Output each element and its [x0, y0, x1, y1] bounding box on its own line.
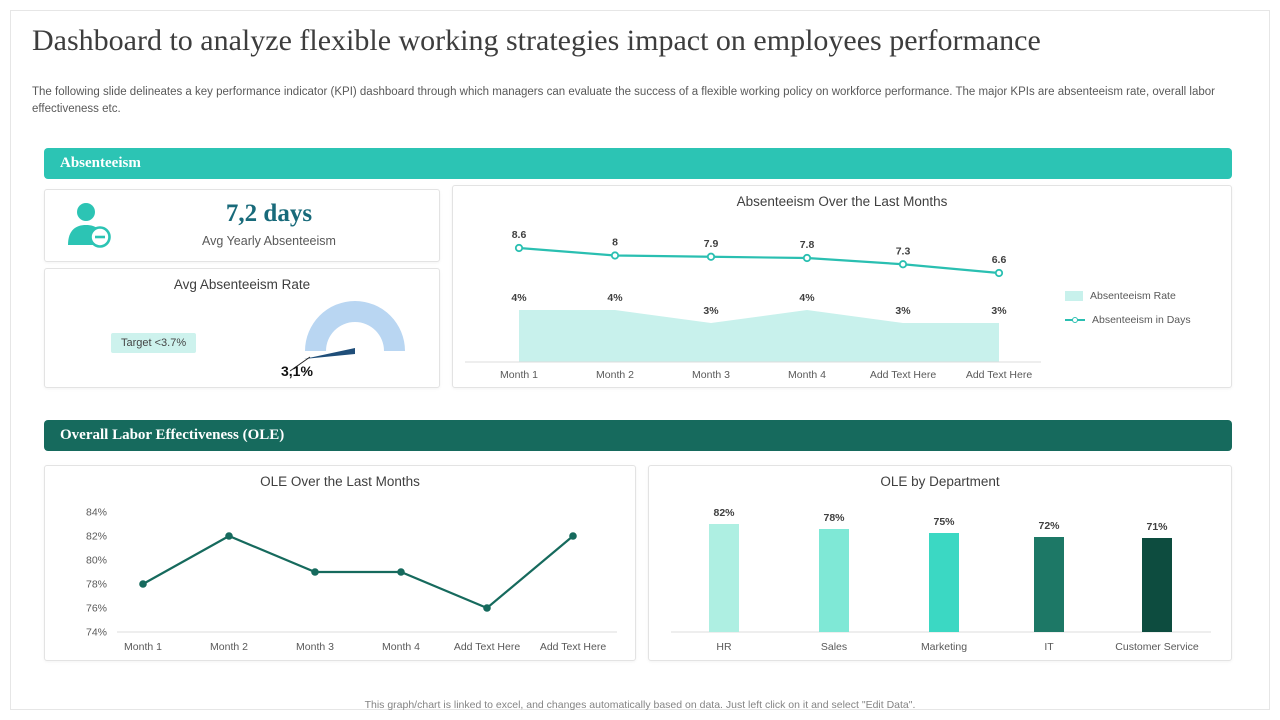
rate-value-label: 4%	[511, 292, 527, 304]
bar-hr	[709, 524, 739, 632]
bar-value-label: 78%	[823, 512, 845, 524]
ole-bar-chart-title: OLE by Department	[880, 474, 1000, 489]
x-axis-label: Add Text Here	[870, 369, 937, 381]
x-axis-label: IT	[1044, 641, 1054, 653]
bar-customer-service	[1142, 538, 1172, 632]
ole-marker	[225, 532, 233, 540]
days-marker	[610, 251, 620, 260]
days-marker	[802, 253, 812, 263]
x-axis-label: Month 2	[596, 369, 634, 381]
ole-line-chart[interactable]: 84% 82% 80% 78% 76% 74% Month 1 Month 2 Month 3 M…	[51, 494, 631, 654]
gauge-value-label: 3,1%	[281, 363, 313, 379]
absenteeism-combo-chart[interactable]: 8.6 4% Month 1 8 4% Month 2 7.9 3% Month 3 7.8 4% M…	[459, 214, 1059, 384]
days-value-label: 7.3	[896, 245, 911, 257]
ole-bar-chart[interactable]: 82% HR 78% Sales 75% Marketing 72% IT 71% Custome…	[655, 494, 1227, 654]
x-axis-label: Month 1	[500, 369, 538, 381]
y-axis-label: 80%	[86, 555, 107, 567]
rate-area-series	[519, 310, 999, 362]
days-marker	[706, 252, 716, 261]
page-title: Dashboard to analyze flexible working st…	[32, 24, 1041, 57]
x-axis-label: Customer Service	[1115, 641, 1199, 653]
bar-sales	[819, 529, 849, 632]
rate-value-label: 3%	[895, 305, 911, 317]
x-axis-label: Add Text Here	[454, 641, 521, 653]
kpi-value: 7,2 days	[225, 200, 313, 227]
x-axis-label: Marketing	[921, 641, 967, 653]
days-marker	[514, 243, 524, 253]
absenteeism-chart-title: Absenteeism Over the Last Months	[736, 194, 948, 209]
days-value-label: 7.9	[704, 238, 719, 250]
avg-absenteeism-rate-card: Avg Absenteeism Rate Target <3.7% 3,1%	[44, 268, 440, 388]
legend-label-days: Absenteeism in Days	[1092, 314, 1191, 326]
avg-yearly-absenteeism-card: 7,2 days Avg Yearly Absenteeism	[44, 189, 440, 262]
legend-item-absenteeism-days: Absenteeism in Days	[1065, 314, 1191, 326]
bar-value-label: 71%	[1146, 521, 1168, 533]
ole-marker	[139, 580, 147, 588]
days-line-series	[518, 246, 1000, 275]
bar-value-label: 75%	[933, 516, 955, 528]
section-header-ole: Overall Labor Effectiveness (OLE)	[44, 420, 1232, 451]
y-axis-label: 78%	[86, 579, 107, 591]
x-axis-label: Month 2	[210, 641, 248, 653]
ole-trend-card: OLE Over the Last Months 84% 82% 80% 78% 76%…	[44, 465, 636, 661]
line-swatch-icon	[1065, 316, 1085, 323]
section-title-ole: Overall Labor Effectiveness (OLE)	[60, 427, 285, 443]
target-chip: Target <3.7%	[111, 333, 197, 353]
days-value-label: 6.6	[992, 254, 1007, 266]
ole-marker	[483, 604, 491, 612]
x-axis-label: HR	[716, 641, 732, 653]
y-axis-label: 84%	[86, 507, 107, 519]
days-marker	[898, 260, 908, 269]
gauge-chart-title: Avg Absenteeism Rate	[173, 277, 311, 292]
ole-by-department-card: OLE by Department 82% HR 78% Sales 75% Market…	[648, 465, 1232, 661]
area-swatch-icon	[1065, 291, 1083, 301]
y-axis-label: 74%	[86, 627, 107, 639]
days-marker	[994, 268, 1004, 278]
x-axis-label: Sales	[821, 641, 847, 653]
x-axis-label: Month 4	[788, 369, 826, 381]
x-axis-label: Month 3	[692, 369, 730, 381]
ole-marker	[569, 532, 577, 540]
rate-value-label: 3%	[703, 305, 719, 317]
bar-marketing	[929, 533, 959, 632]
bar-value-label: 72%	[1038, 520, 1060, 532]
ole-line-chart-title: OLE Over the Last Months	[260, 474, 420, 489]
ole-marker	[397, 568, 405, 576]
bar-value-label: 82%	[713, 507, 735, 519]
absenteeism-rate-gauge-chart[interactable]	[270, 299, 440, 379]
rate-value-label: 4%	[799, 292, 815, 304]
days-value-label: 8.6	[512, 229, 527, 241]
x-axis-label: Add Text Here	[540, 641, 607, 653]
x-axis-label: Month 4	[382, 641, 420, 653]
section-title-absenteeism: Absenteeism	[60, 155, 141, 171]
kpi-label: Avg Yearly Absenteeism	[202, 234, 336, 248]
y-axis-label: 76%	[86, 603, 107, 615]
ole-line-series	[142, 534, 574, 610]
x-axis-label: Add Text Here	[966, 369, 1033, 381]
absenteeism-chart-legend: Absenteeism Rate Absenteeism in Days	[1065, 290, 1191, 326]
gauge-callout-line	[289, 356, 311, 372]
x-axis-label: Month 1	[124, 641, 162, 653]
gauge-arc	[305, 301, 405, 351]
section-header-absenteeism: Absenteeism	[44, 148, 1232, 179]
y-axis-label: 82%	[86, 531, 107, 543]
ole-marker	[311, 568, 319, 576]
person-minus-icon	[68, 203, 111, 248]
absenteeism-trend-card: Absenteeism Over the Last Months 8.6 4% Mo…	[452, 185, 1232, 388]
x-axis-label: Month 3	[296, 641, 334, 653]
days-value-label: 8	[612, 237, 618, 249]
rate-value-label: 3%	[991, 305, 1007, 317]
gauge-needle	[304, 348, 355, 359]
bar-it	[1034, 537, 1064, 632]
legend-item-absenteeism-rate: Absenteeism Rate	[1065, 290, 1191, 302]
rate-value-label: 4%	[607, 292, 623, 304]
footer-note: This graph/chart is linked to excel, and…	[364, 699, 916, 711]
page-description: The following slide delineates a key per…	[32, 86, 1215, 116]
days-value-label: 7.8	[800, 239, 815, 251]
legend-label-rate: Absenteeism Rate	[1090, 290, 1176, 302]
